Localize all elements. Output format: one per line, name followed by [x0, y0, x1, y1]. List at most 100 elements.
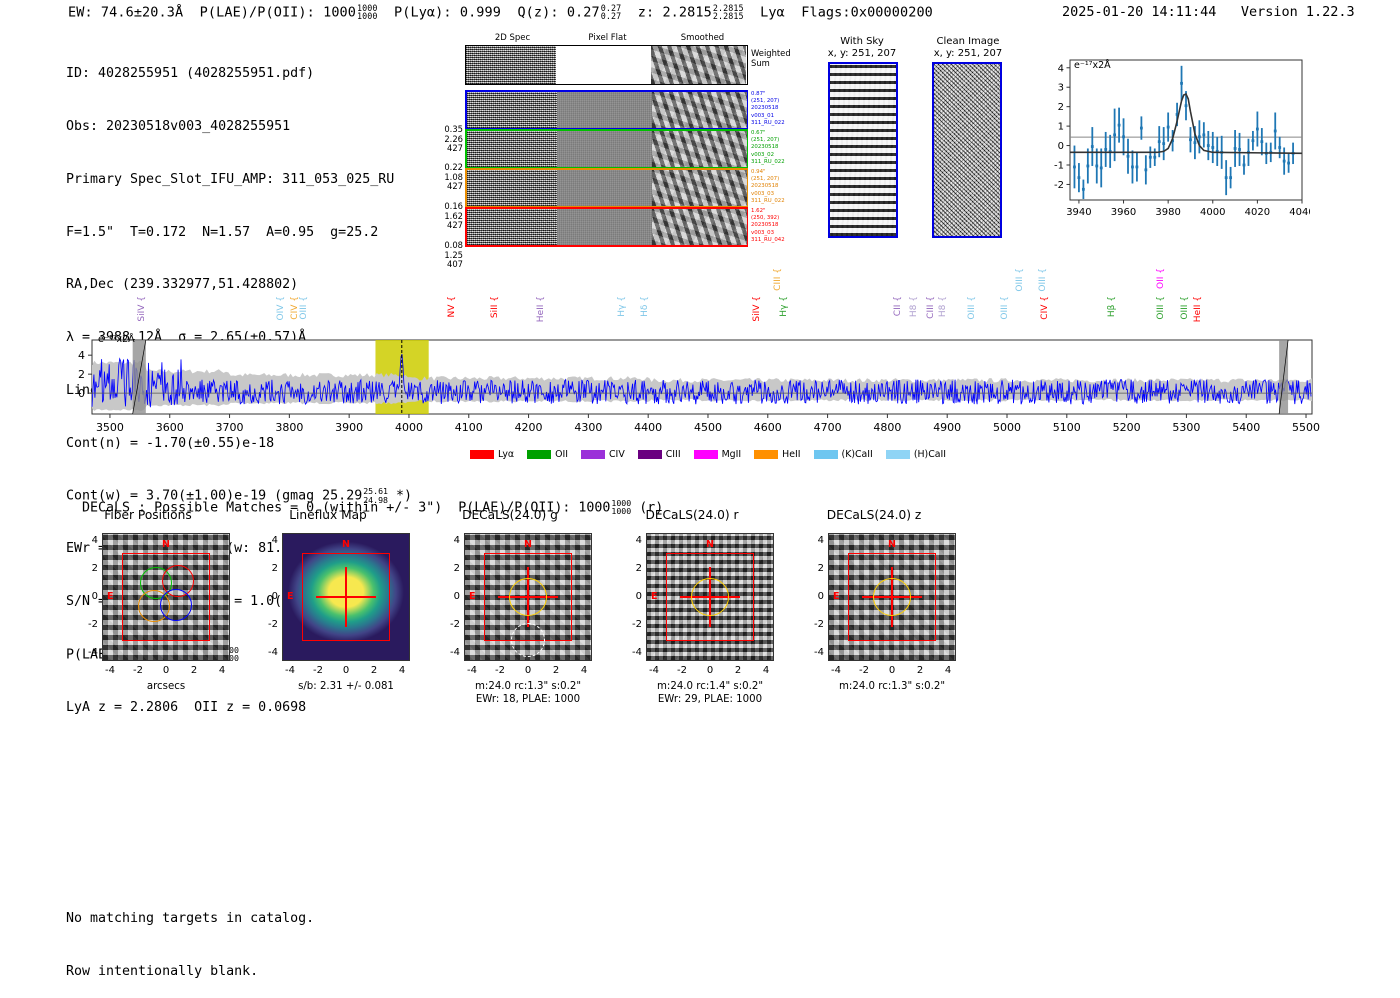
svg-text:3: 3	[1058, 83, 1064, 94]
svg-text:5300: 5300	[1172, 421, 1200, 434]
fov-box	[848, 553, 936, 641]
y-tick-label: -2	[814, 619, 824, 630]
with-sky-title: With Sky x, y: 251, 207	[827, 36, 897, 59]
flags-value: 0x00000200	[850, 4, 933, 21]
emission-line-label: HeII {	[535, 296, 546, 323]
aperture-circle	[509, 578, 547, 616]
legend-swatch	[754, 450, 779, 459]
fiber-row-right-2: 0.94" (251, 207) 20230518 v003_03 311_RU_022	[751, 169, 785, 204]
svg-text:5200: 5200	[1113, 421, 1141, 434]
clean-image	[932, 62, 1002, 238]
svg-text:-2: -2	[1054, 180, 1064, 191]
y-tick-label: 0	[817, 591, 824, 602]
z-range: 2.2815 2.2815	[712, 3, 744, 22]
legend-entry: Lyα	[470, 449, 514, 460]
x-tick-label: -4	[831, 665, 841, 676]
x-tick-label: 4	[762, 665, 770, 676]
emission-line-label: Hδ {	[640, 296, 651, 317]
compass-north: N	[162, 539, 170, 550]
footer-note: No matching targets in catalog. Row inte…	[66, 875, 314, 998]
svg-text:4: 4	[1058, 63, 1064, 74]
panel-title: DECaLS(24.0) r	[645, 508, 739, 522]
emission-line-label: OII {	[1156, 268, 1167, 289]
timestamp: 2025-01-20 14:11:44	[1062, 4, 1217, 20]
emission-line-label: CII {	[892, 296, 903, 317]
x-tick-label: -2	[859, 665, 869, 676]
aperture-circle	[691, 578, 729, 616]
svg-text:3900: 3900	[335, 421, 363, 434]
info-radec: RA,Dec (239.332977,51.428802)	[66, 277, 299, 293]
legend-swatch	[470, 450, 494, 459]
x-tick-label: -4	[649, 665, 659, 676]
weighted-sum-strip	[465, 45, 748, 85]
fov-box	[666, 553, 754, 641]
y-tick-label: 2	[453, 563, 460, 574]
qz-label: Q(z):	[517, 4, 559, 21]
svg-text:3980: 3980	[1155, 207, 1180, 218]
y-tick-label: -2	[450, 619, 460, 630]
emission-line-label: OIII {	[999, 296, 1010, 320]
footer-line-1: No matching targets in catalog.	[66, 911, 315, 927]
emission-line-label: NV {	[447, 296, 458, 318]
two-d-spectrum-panel: 2D Spec Pixel Flat Smoothed Weighted Sum…	[430, 33, 800, 269]
emission-line-label: OIV {	[275, 296, 286, 321]
legend-label: CIII	[665, 449, 681, 460]
plae-range: 1000 1000	[357, 3, 378, 22]
y-tick-label: -4	[814, 647, 824, 658]
x-tick-label: -2	[313, 665, 323, 676]
x-tick-label: 4	[580, 665, 588, 676]
line-zoom-svg: 3940 3960 3980 4000 4020 4040 -2 -1 0 1 2 3 4	[1054, 59, 1315, 218]
svg-text:1: 1	[1058, 122, 1064, 133]
fiber-row-left-2: 0.16 1.62 427	[444, 201, 463, 231]
info-redshifts: LyA z = 2.2806 OII z = 0.0698	[66, 700, 307, 716]
full-spectrum-svg: 3500 3600 3700 3800 3900 4000 4100 4200 4300 4400…	[78, 339, 1320, 434]
timestamp-version: 2025-01-20 14:11:44 Version 1.22.3	[1062, 4, 1355, 20]
weighted-sum-label: Weighted Sum	[751, 48, 791, 68]
gmag-range: 25.61 24.98	[363, 486, 388, 505]
decals-plae-range: 1000 1000	[611, 498, 632, 517]
decals-header: DECaLS : Possible Matches = 0 (within +/…	[82, 498, 664, 517]
aperture-circle	[873, 578, 911, 616]
panel-caption: m:24.0 rc:1.4" s:0.2"	[656, 681, 764, 692]
x-tick-label: 4	[398, 665, 406, 676]
y-tick-label: -4	[632, 647, 642, 658]
x-tick-label: 2	[370, 665, 378, 676]
x-tick-label: -2	[495, 665, 505, 676]
fiber-row-right-0: 0.87" (251, 207) 20230518 v003_01 311_RU_022	[751, 91, 785, 126]
emission-line-label: OIII {	[1179, 296, 1190, 320]
panel-title: Fiber Positions	[104, 508, 192, 522]
panel-caption: s/b: 2.31 +/- 0.081	[298, 681, 394, 692]
legend-entry: MgII	[693, 449, 742, 460]
info-cont-w: Cont(w) = 3.70(±1.00)e-19 (gmag 25.2925.…	[66, 486, 413, 505]
y-tick-label: 2	[635, 563, 642, 574]
compass-east: E	[651, 591, 658, 602]
col-title-2dspec: 2D Spec	[494, 33, 531, 43]
svg-text:3960: 3960	[1111, 207, 1136, 218]
compass-north: N	[706, 539, 714, 550]
panel-caption: m:24.0 rc:1.3" s:0.2"	[474, 681, 582, 692]
legend-label: HeII	[782, 449, 801, 460]
info-seeing: F=1.5" T=0.172 N=1.57 A=0.95 g=25.2	[66, 224, 379, 240]
z-label: z:	[637, 4, 655, 21]
svg-text:0: 0	[1058, 141, 1064, 152]
svg-text:4800: 4800	[873, 421, 901, 434]
x-tick-label: 2	[916, 665, 924, 676]
svg-text:4300: 4300	[574, 421, 602, 434]
y-tick-label: 2	[817, 563, 824, 574]
y-tick-label: -2	[88, 619, 98, 630]
svg-text:4200: 4200	[515, 421, 543, 434]
legend-label: MgII	[721, 449, 742, 460]
legend-label: (H)CaII	[913, 449, 947, 460]
y-tick-label: -4	[450, 647, 460, 658]
info-primary-spec: Primary Spec_Slot_IFU_AMP: 311_053_025_R…	[66, 171, 395, 187]
x-tick-label: -4	[105, 665, 115, 676]
y-tick-label: 2	[271, 563, 278, 574]
crosshair	[345, 567, 347, 627]
svg-text:4900: 4900	[933, 421, 961, 434]
footer-line-2: Row intentionally blank.	[66, 963, 259, 979]
fiber-strip-2	[465, 168, 748, 208]
legend-swatch	[885, 450, 910, 459]
svg-text:3940: 3940	[1066, 207, 1091, 218]
svg-text:4: 4	[78, 349, 85, 362]
legend-entry: HeII	[754, 449, 801, 460]
